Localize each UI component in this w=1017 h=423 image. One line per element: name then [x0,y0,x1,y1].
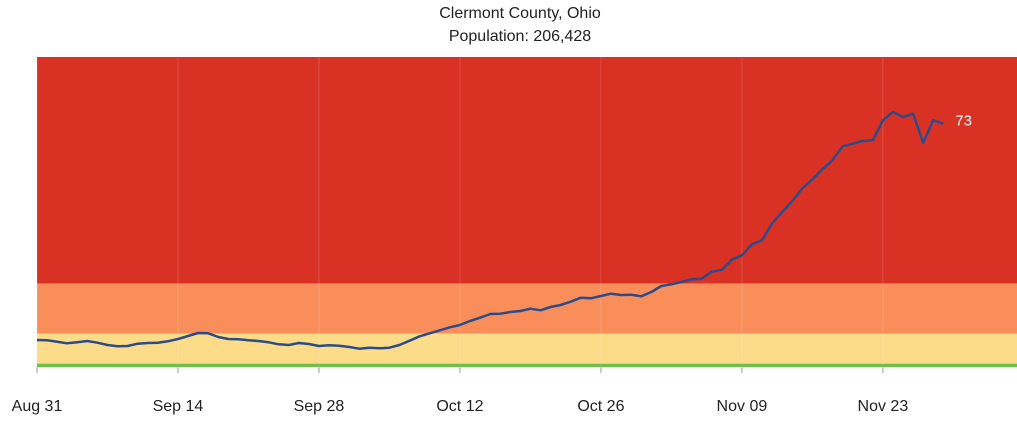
x-tick-label: Aug 31 [12,398,63,415]
risk-band [37,57,1017,284]
x-tick-label: Nov 23 [858,398,909,415]
risk-band [37,333,1017,364]
x-tick-label: Sep 28 [294,398,345,415]
x-tick-label: Nov 09 [717,398,768,415]
end-value-label: 73 [955,113,972,130]
chart-subtitle: Population: 206,428 [449,28,591,45]
series-line [36,110,944,350]
x-tick-label: Oct 12 [436,398,483,415]
chart-title: Clermont County, Ohio [439,5,601,22]
x-tick-label: Sep 14 [153,398,204,415]
risk-band [37,363,1017,367]
x-tick-label: Oct 26 [577,398,624,415]
